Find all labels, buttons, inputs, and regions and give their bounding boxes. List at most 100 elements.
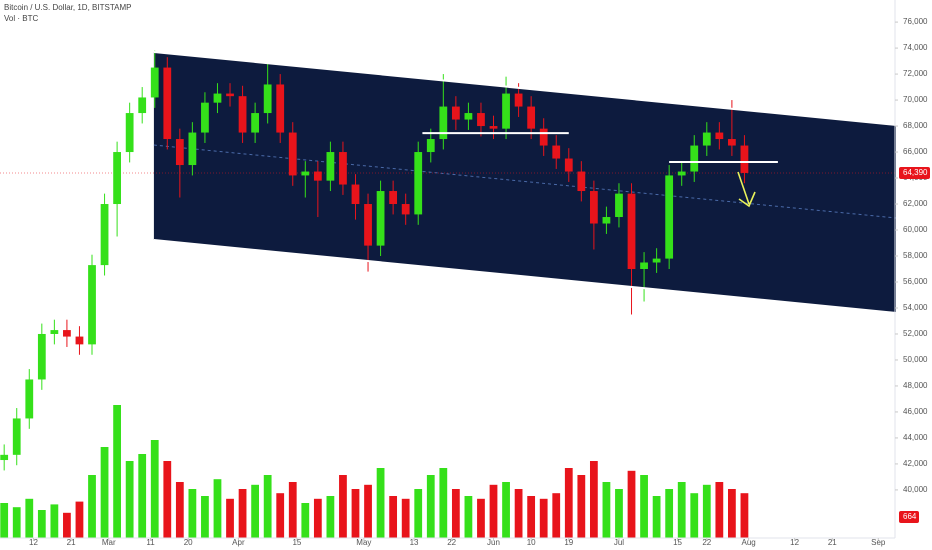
volume-bar — [477, 498, 485, 538]
volume-bar — [100, 447, 109, 538]
volume-layer — [0, 405, 749, 538]
candle-body — [652, 258, 661, 263]
arrow-head — [738, 191, 756, 208]
candle-body — [75, 336, 84, 345]
candle-body — [602, 217, 611, 224]
channel-fill — [153, 51, 897, 313]
candle-body — [326, 152, 335, 181]
volume-bar — [615, 489, 623, 538]
volume-bar — [464, 496, 473, 538]
candle-body — [150, 67, 159, 98]
volume-bar — [740, 493, 749, 538]
y-tick-label: 54,000 — [903, 303, 928, 312]
candle-body — [25, 379, 34, 419]
candle-body — [577, 171, 586, 192]
y-tick-label: 52,000 — [903, 329, 928, 338]
volume-bar — [627, 470, 636, 538]
x-tick-label: Aug — [742, 538, 756, 547]
x-tick-label: 12 — [29, 538, 38, 547]
volume-bar — [150, 440, 159, 538]
y-tick-label: 70,000 — [903, 95, 928, 104]
x-tick-label: Sep — [871, 538, 886, 547]
candle-body — [12, 418, 21, 455]
volume-bar — [389, 496, 398, 538]
volume-bar — [577, 475, 586, 538]
volume-bar — [50, 504, 59, 538]
candle-body — [627, 193, 636, 269]
x-tick-label: 20 — [184, 538, 193, 547]
volume-bar — [125, 461, 134, 538]
volume-bar — [564, 468, 573, 538]
candle-body — [589, 191, 598, 224]
candle-body — [389, 191, 398, 205]
candle-body — [702, 132, 711, 146]
candle-body — [401, 204, 410, 215]
candle-body — [615, 193, 623, 218]
volume-bar — [201, 496, 209, 538]
volume-bar — [276, 493, 285, 538]
volume-bar — [12, 507, 21, 538]
candle-body — [113, 152, 121, 205]
volume-bar — [652, 496, 661, 538]
volume-bar — [301, 503, 310, 538]
volume-bar — [288, 482, 297, 538]
candle-body — [63, 330, 71, 337]
volume-bar — [326, 496, 335, 538]
volume-bar — [339, 475, 347, 538]
candle-body — [728, 139, 736, 146]
candle-body — [37, 333, 46, 380]
candle-body — [313, 171, 322, 181]
volume-bar — [728, 489, 736, 538]
volume-bar — [702, 484, 711, 538]
candle-body — [539, 128, 548, 146]
volume-bar — [37, 510, 46, 538]
candle-body — [163, 67, 172, 140]
axes-layer: 40,000 42,000 44,000 46,000 48,000 50,000 52,0… — [29, 0, 932, 550]
candle-body — [502, 93, 510, 129]
volume-badge: 664 — [903, 512, 917, 521]
volume-bar — [364, 484, 372, 538]
candle-body — [477, 113, 485, 127]
volume-bar — [589, 461, 598, 538]
y-tick-label: 76,000 — [903, 17, 928, 26]
y-tick-label: 50,000 — [903, 355, 928, 364]
volume-bar — [451, 489, 460, 538]
x-tick-label: 13 — [410, 538, 419, 547]
y-tick-label: 72,000 — [903, 69, 928, 78]
x-tick-label: 22 — [447, 538, 456, 547]
y-tick-label: 74,000 — [903, 43, 928, 52]
candle-body — [439, 106, 448, 140]
x-tick-label: 15 — [292, 538, 301, 547]
candle-body — [238, 96, 247, 133]
x-tick-label: 22 — [702, 538, 711, 547]
y-tick-label: 62,000 — [903, 199, 928, 208]
volume-bar — [690, 493, 699, 538]
candle-body — [339, 152, 347, 185]
y-tick-label: 42,000 — [903, 459, 928, 468]
candle-body — [288, 132, 297, 176]
arrow-shaft — [737, 171, 750, 205]
volume-bar — [188, 489, 197, 538]
volume-bar — [226, 498, 234, 538]
x-tick-label: 21 — [828, 538, 837, 547]
candle-body — [0, 454, 9, 461]
candle-body — [414, 152, 423, 215]
volume-bar — [414, 489, 423, 538]
candle-body — [226, 93, 234, 97]
volume-bar — [376, 468, 385, 538]
volume-bar — [552, 493, 561, 538]
volume-bar — [113, 405, 121, 538]
channel-middle — [153, 144, 897, 219]
candle-body — [464, 113, 473, 120]
volume-bar — [665, 489, 674, 538]
price-axis-bg — [896, 0, 932, 550]
candle-body — [276, 84, 285, 133]
candle-body — [489, 126, 498, 129]
candle-body — [188, 132, 197, 166]
channel-lower — [153, 239, 897, 314]
y-tick-label: 48,000 — [903, 381, 928, 390]
candle-body — [564, 158, 573, 172]
volume-bar — [238, 489, 247, 538]
volume-bar — [213, 479, 222, 538]
